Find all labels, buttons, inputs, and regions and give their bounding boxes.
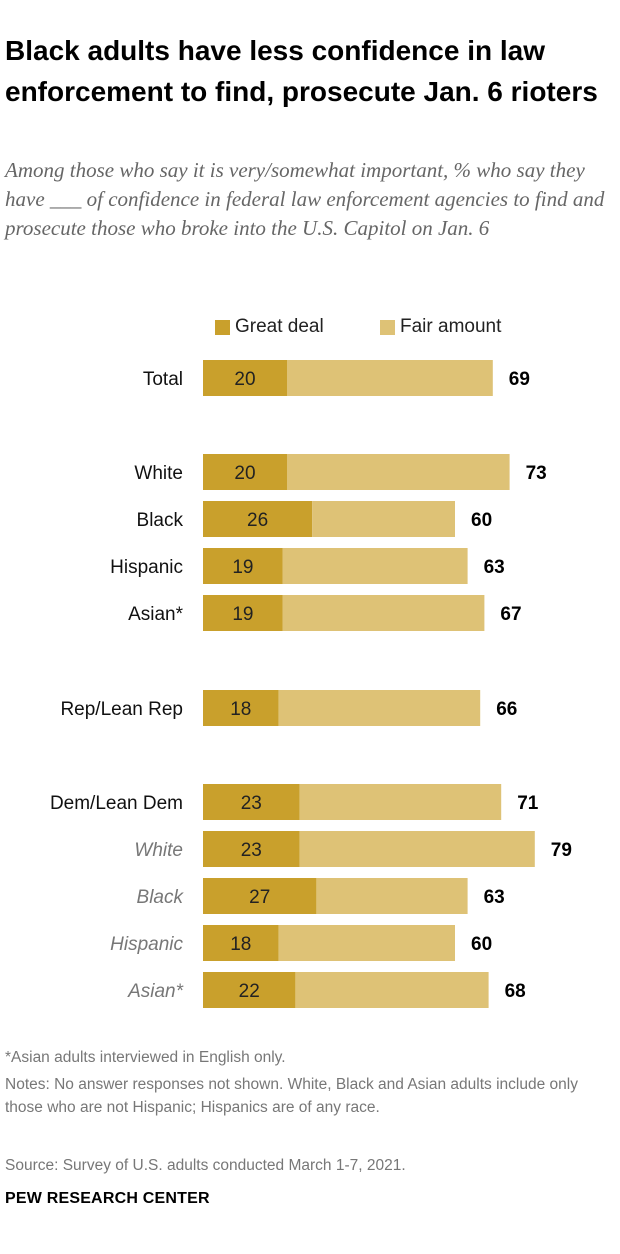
category-label: Asian* <box>128 604 184 625</box>
footnote-notes: Notes: No answer responses not shown. Wh… <box>5 1076 578 1116</box>
value-label-great-deal: 20 <box>234 369 255 390</box>
total-label: 66 <box>496 699 517 720</box>
bar-great-deal <box>203 784 300 820</box>
legend-great-deal: Great deal <box>215 315 324 339</box>
bar-fair-amount <box>287 454 510 490</box>
bar-fair-amount <box>299 831 535 867</box>
value-label-great-deal: 26 <box>247 510 268 531</box>
total-label: 63 <box>484 887 505 908</box>
category-label: Dem/Lean Dem <box>50 793 183 814</box>
total-label: 63 <box>484 557 505 578</box>
total-label: 67 <box>500 604 521 625</box>
bar-great-deal <box>203 831 300 867</box>
bar-great-deal <box>203 878 317 914</box>
total-label: 68 <box>505 981 526 1002</box>
bar-fair-amount <box>312 501 455 537</box>
value-label-great-deal: 19 <box>232 557 253 578</box>
org-name: PEW RESEARCH CENTER <box>5 1190 210 1207</box>
bar-fair-amount <box>278 925 455 961</box>
category-label: Rep/Lean Rep <box>60 699 183 720</box>
category-label: White <box>134 840 183 861</box>
footnote-source: Source: Survey of U.S. adults conducted … <box>5 1157 406 1174</box>
legend-swatch-great-deal <box>215 319 230 335</box>
bar-fair-amount <box>282 595 485 631</box>
category-label: Total <box>143 369 183 390</box>
value-label-great-deal: 18 <box>230 934 251 955</box>
bar-great-deal <box>203 454 287 490</box>
bar-great-deal <box>203 360 287 396</box>
category-label: Hispanic <box>110 934 183 955</box>
value-label-great-deal: 22 <box>239 981 260 1002</box>
bar-fair-amount <box>316 878 468 914</box>
footnote-asian: *Asian adults interviewed in English onl… <box>5 1049 286 1066</box>
value-label-great-deal: 23 <box>241 840 262 861</box>
bar-fair-amount <box>295 972 489 1008</box>
legend-label-fair-amount: Fair amount <box>400 316 502 337</box>
value-label-great-deal: 20 <box>234 463 255 484</box>
total-label: 69 <box>509 369 530 390</box>
bar-fair-amount <box>282 548 468 584</box>
bar-great-deal <box>203 972 296 1008</box>
bar-fair-amount <box>299 784 502 820</box>
chart-title: Black adults have less confidence in law… <box>5 35 598 107</box>
bar-great-deal <box>203 595 283 631</box>
value-label-great-deal: 23 <box>241 793 262 814</box>
total-label: 73 <box>526 463 547 484</box>
bar-great-deal <box>203 501 313 537</box>
bar-great-deal <box>203 925 279 961</box>
bar-fair-amount <box>278 690 481 726</box>
bar-great-deal <box>203 690 279 726</box>
bar-great-deal <box>203 548 283 584</box>
category-label: Hispanic <box>110 557 183 578</box>
bar-fair-amount <box>287 360 493 396</box>
total-label: 60 <box>471 934 492 955</box>
category-label: Black <box>137 510 184 531</box>
total-label: 79 <box>551 840 572 861</box>
legend-fair-amount: Fair amount <box>380 315 501 339</box>
value-label-great-deal: 19 <box>232 604 253 625</box>
legend-swatch-fair-amount <box>380 319 395 335</box>
value-label-great-deal: 27 <box>249 887 270 908</box>
value-label-great-deal: 18 <box>230 699 251 720</box>
category-label: White <box>134 463 183 484</box>
total-label: 71 <box>517 793 539 814</box>
category-label: Asian* <box>127 981 184 1002</box>
category-label: Black <box>137 887 185 908</box>
total-label: 60 <box>471 510 492 531</box>
legend-label-great-deal: Great deal <box>235 316 324 337</box>
chart-subtitle: Among those who say it is very/somewhat … <box>5 158 605 240</box>
